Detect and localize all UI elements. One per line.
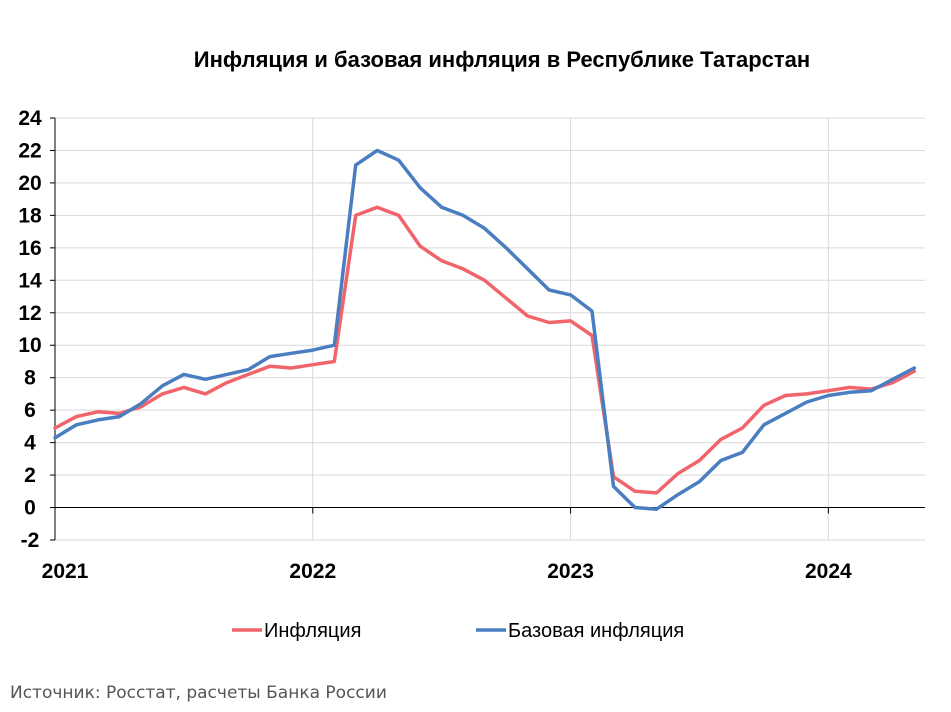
x-tick-label: 2024 <box>805 560 852 583</box>
y-tick-label: 8 <box>24 367 36 390</box>
y-tick-label: 12 <box>18 302 41 325</box>
source-note: Источник: Росстат, расчеты Банка России <box>10 683 387 703</box>
y-tick-label: -2 <box>21 529 40 552</box>
x-axis-ticks: 2021 2022 2023 2024 <box>42 560 852 583</box>
series-line-core-inflation <box>53 148 917 511</box>
y-tick-label: 18 <box>18 204 42 227</box>
y-tick-label: 24 <box>18 107 42 130</box>
legend: Инфляция Базовая инфляция <box>232 620 684 642</box>
y-tick-label: 6 <box>24 399 36 422</box>
y-tick-label: 16 <box>18 237 41 260</box>
x-tick-label: 2023 <box>547 560 594 583</box>
x-tick-label: 2022 <box>289 560 336 583</box>
legend-label: Базовая инфляция <box>508 620 684 642</box>
y-tick-label: 4 <box>24 432 36 455</box>
legend-label: Инфляция <box>264 620 361 642</box>
chart-title: Инфляция и базовая инфляция в Республике… <box>194 47 810 72</box>
y-tick-label: 14 <box>18 269 42 292</box>
series-line-inflation <box>53 205 917 495</box>
y-tick-label: 0 <box>24 497 36 520</box>
y-tick-label: 10 <box>18 334 41 357</box>
gridlines <box>55 117 925 541</box>
y-tick-label: 2 <box>24 464 36 487</box>
y-tick-label: 22 <box>18 139 41 162</box>
series-lines <box>53 148 917 511</box>
y-tick-label: 20 <box>18 172 41 195</box>
x-tick-label: 2021 <box>42 560 89 583</box>
axes <box>50 117 925 541</box>
